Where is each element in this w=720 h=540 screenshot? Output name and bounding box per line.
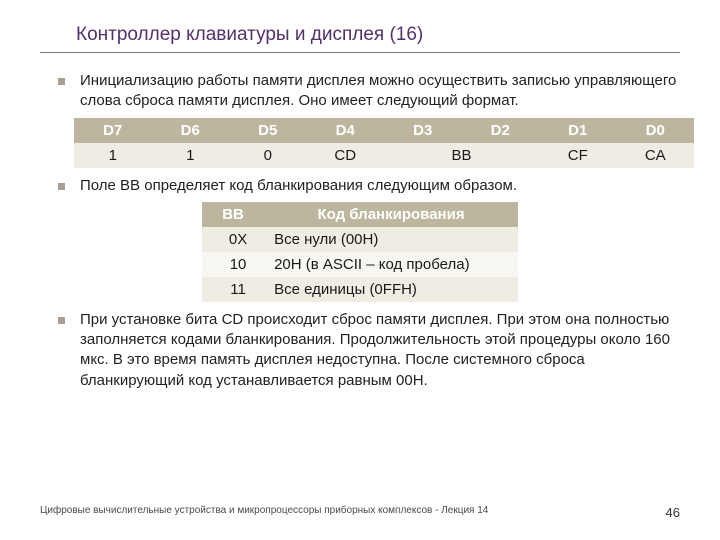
slide: Контроллер клавиатуры и дисплея (16) Ини…	[0, 0, 720, 540]
td-d5: 0	[229, 143, 307, 168]
td-cf: CF	[539, 143, 617, 168]
bb-row-3: 11 Все единицы (0FFH)	[202, 277, 518, 302]
th-d3: D3	[384, 118, 462, 143]
bullet-list: Инициализацию работы памяти дисплея можн…	[40, 71, 680, 112]
th-d4: D4	[307, 118, 385, 143]
title-rule	[40, 52, 680, 53]
table-header-row: D7 D6 D5 D4 D3 D2 D1 D0	[74, 118, 694, 143]
format-table: D7 D6 D5 D4 D3 D2 D1 D0 1 1 0 CD BB CF C…	[74, 118, 694, 168]
table-data-row: 1 1 0 CD BB CF CA	[74, 143, 694, 168]
bullet-1: Инициализацию работы памяти дисплея можн…	[58, 71, 680, 112]
bb-r2c2: 20H (в ASCII – код пробела)	[264, 252, 518, 277]
bb-r3c1: 11	[202, 277, 264, 302]
bb-header-row: BB Код бланкирования	[202, 202, 518, 227]
bb-row-1: 0X Все нули (00H)	[202, 227, 518, 252]
slide-title: Контроллер клавиатуры и дисплея (16)	[76, 24, 680, 46]
bb-r3c2: Все единицы (0FFH)	[264, 277, 518, 302]
bb-r2c1: 10	[202, 252, 264, 277]
td-d6: 1	[152, 143, 230, 168]
bb-th-2: Код бланкирования	[264, 202, 518, 227]
th-d6: D6	[152, 118, 230, 143]
td-d4: CD	[307, 143, 385, 168]
td-bb: BB	[384, 143, 539, 168]
footer-text: Цифровые вычислительные устройства и мик…	[40, 505, 488, 520]
footer: Цифровые вычислительные устройства и мик…	[40, 505, 680, 520]
th-d7: D7	[74, 118, 152, 143]
bb-r1c1: 0X	[202, 227, 264, 252]
bullet-3: При установке бита CD происходит сброс п…	[58, 310, 680, 391]
th-d2: D2	[462, 118, 540, 143]
bb-table: BB Код бланкирования 0X Все нули (00H) 1…	[202, 202, 518, 302]
bb-r1c2: Все нули (00H)	[264, 227, 518, 252]
bb-row-2: 10 20H (в ASCII – код пробела)	[202, 252, 518, 277]
page-number: 46	[666, 505, 680, 520]
bullet-list-2: Поле BB определяет код бланкирования сле…	[40, 176, 680, 196]
td-ca: CA	[617, 143, 695, 168]
bullet-list-3: При установке бита CD происходит сброс п…	[40, 310, 680, 391]
bullet-2: Поле BB определяет код бланкирования сле…	[58, 176, 680, 196]
th-d1: D1	[539, 118, 617, 143]
td-d7: 1	[74, 143, 152, 168]
th-d5: D5	[229, 118, 307, 143]
bb-th-1: BB	[202, 202, 264, 227]
th-d0: D0	[617, 118, 695, 143]
